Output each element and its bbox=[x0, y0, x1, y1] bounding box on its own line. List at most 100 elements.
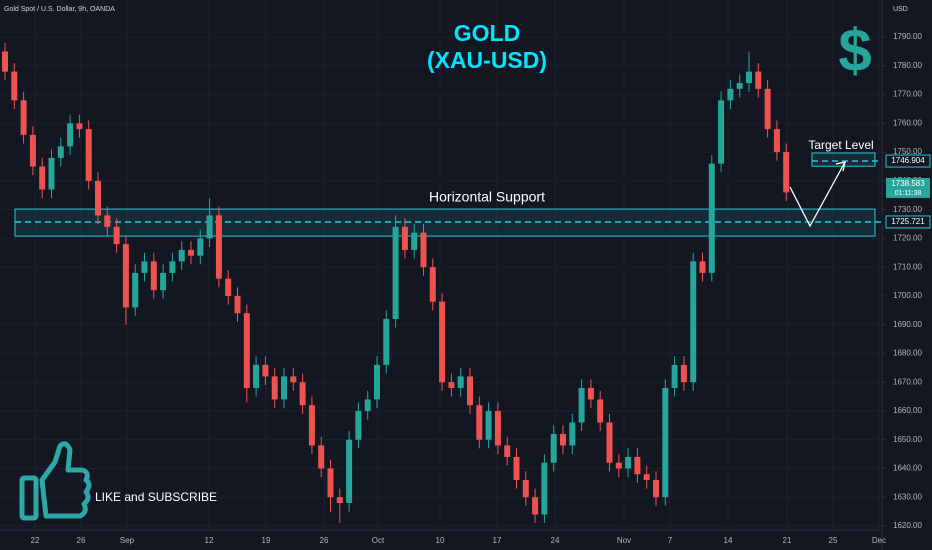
candle-body bbox=[76, 123, 83, 130]
y-tick-label: 1770.00 bbox=[893, 90, 922, 99]
target-label: Target Level bbox=[808, 138, 873, 152]
y-tick-label: 1760.00 bbox=[893, 118, 922, 127]
candle-body bbox=[122, 244, 129, 308]
x-tick-label: 24 bbox=[551, 536, 560, 545]
candle-body bbox=[20, 100, 27, 135]
candle-body bbox=[569, 422, 576, 446]
candle-body bbox=[169, 261, 176, 273]
y-tick-label: 1660.00 bbox=[893, 406, 922, 415]
zones bbox=[14, 152, 882, 237]
x-tick-label: Oct bbox=[372, 536, 385, 545]
candle-body bbox=[764, 88, 771, 130]
candle-body bbox=[308, 405, 315, 446]
candle-body bbox=[318, 445, 325, 469]
candle-body bbox=[597, 399, 604, 423]
thumbs-up-icon bbox=[19, 441, 92, 521]
candle-body bbox=[113, 226, 120, 245]
candle-body bbox=[448, 382, 455, 388]
target-price-label: 1746.904 bbox=[891, 156, 925, 165]
candle-body bbox=[299, 382, 306, 406]
x-tick-label: 19 bbox=[262, 536, 271, 545]
chart-title: GOLD bbox=[454, 20, 520, 46]
candle-body bbox=[290, 376, 297, 383]
candle-body bbox=[206, 215, 213, 239]
candle-body bbox=[718, 100, 725, 164]
x-tick-label: Nov bbox=[617, 536, 631, 545]
candle-body bbox=[11, 71, 18, 101]
candles bbox=[2, 42, 790, 524]
candle-body bbox=[178, 249, 185, 262]
chart-subtitle: (XAU-USD) bbox=[427, 47, 547, 73]
y-tick-label: 1700.00 bbox=[893, 291, 922, 300]
y-tick-label: 1730.00 bbox=[893, 205, 922, 214]
projection-arrow bbox=[789, 161, 846, 228]
candle-body bbox=[271, 376, 278, 400]
candle-body bbox=[132, 272, 139, 308]
last-price-label: 1738.583 bbox=[891, 179, 925, 188]
target-price-box bbox=[885, 154, 931, 168]
y-tick-label: 1620.00 bbox=[893, 521, 922, 530]
candle-body bbox=[653, 479, 659, 498]
dollar-logo: $ bbox=[838, 17, 871, 84]
candle-body bbox=[625, 456, 632, 469]
x-tick-label: 7 bbox=[668, 536, 673, 545]
candle-body bbox=[225, 278, 232, 296]
candle-body bbox=[485, 410, 492, 440]
y-tick-label: 1790.00 bbox=[893, 32, 922, 41]
candle-body bbox=[643, 474, 650, 480]
candle-body bbox=[522, 479, 529, 498]
x-tick-label: 10 bbox=[436, 536, 445, 545]
candle-body bbox=[57, 146, 64, 158]
candle-body bbox=[671, 364, 678, 388]
support-label: Horizontal Support bbox=[429, 189, 545, 205]
candle-body bbox=[104, 215, 111, 227]
x-tick-label: 25 bbox=[829, 536, 838, 545]
y-tick-label: 1640.00 bbox=[893, 464, 922, 473]
candle-body bbox=[243, 313, 250, 388]
candle-body bbox=[39, 166, 46, 190]
candle-body bbox=[615, 462, 622, 469]
candle-body bbox=[29, 134, 36, 167]
candle-body bbox=[364, 399, 371, 411]
y-tick-label: 1780.00 bbox=[893, 61, 922, 70]
candle-body bbox=[467, 376, 473, 406]
candle-body bbox=[160, 272, 167, 291]
candle-body bbox=[2, 51, 8, 72]
x-tick-label: 14 bbox=[724, 536, 733, 545]
candle-body bbox=[587, 387, 594, 400]
y-tick-label: 1650.00 bbox=[893, 435, 922, 444]
candle-body bbox=[532, 497, 539, 515]
y-tick-label: 1630.00 bbox=[893, 492, 922, 501]
candle-body bbox=[560, 433, 566, 446]
x-tick-label: 21 bbox=[783, 536, 792, 545]
candle-body bbox=[504, 445, 511, 457]
candle-body bbox=[513, 456, 520, 480]
support-price-box bbox=[885, 215, 931, 229]
candle-body bbox=[234, 295, 241, 314]
candle-body bbox=[690, 261, 697, 383]
chart-header: Gold Spot / U.S. Dollar, 9h, OANDA bbox=[4, 6, 115, 13]
x-tick-label: 26 bbox=[77, 536, 86, 545]
y-tick-label: 1710.00 bbox=[893, 262, 922, 271]
candle-body bbox=[420, 232, 427, 268]
support-price-label: 1725.721 bbox=[891, 217, 925, 226]
candle-body bbox=[680, 364, 687, 383]
x-tick-label: 12 bbox=[205, 536, 214, 545]
candle-body bbox=[541, 462, 548, 515]
candle-body bbox=[783, 152, 790, 193]
candle-body bbox=[634, 456, 641, 475]
candle-body bbox=[727, 88, 734, 101]
candle-body bbox=[336, 497, 343, 503]
candle-body bbox=[411, 232, 418, 250]
candle-body bbox=[746, 71, 752, 84]
x-tick-label: 26 bbox=[320, 536, 329, 545]
x-tick-label: Sep bbox=[120, 536, 135, 545]
y-tick-label: 1670.00 bbox=[893, 377, 922, 386]
candle-body bbox=[67, 123, 74, 147]
candle-body bbox=[773, 129, 780, 153]
countdown-label: 01:11:38 bbox=[895, 190, 922, 197]
candle-body bbox=[346, 439, 353, 503]
candle-body bbox=[699, 261, 706, 273]
